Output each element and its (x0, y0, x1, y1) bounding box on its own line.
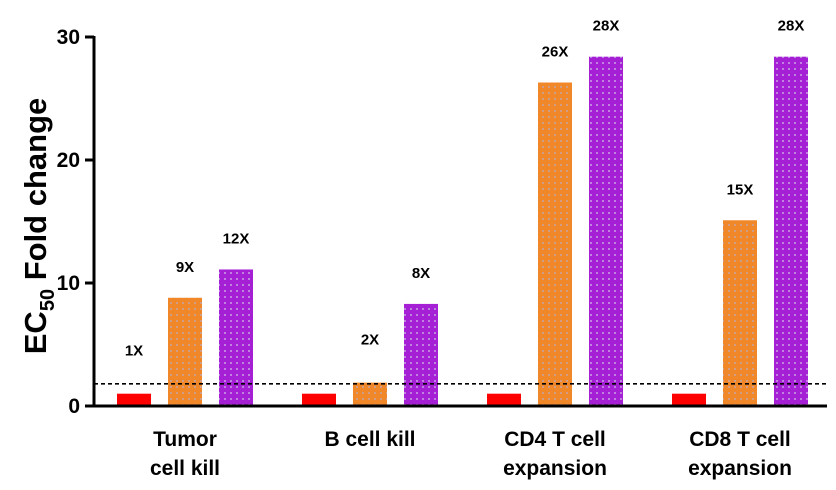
category-label-1: B cell kill (324, 428, 415, 451)
data-label-series-2-2: 26X (542, 44, 569, 61)
bar-series-1-1 (302, 393, 336, 406)
data-label-series-1-0: 1X (125, 343, 143, 360)
bar-series-2-1 (353, 382, 387, 406)
axes (92, 36, 827, 408)
data-label-series-2-0: 9X (176, 259, 194, 276)
y-tick-label: 0 (68, 395, 80, 418)
category-label-line: cell kill (150, 457, 220, 480)
bar-series-1-0 (117, 393, 151, 406)
category-label-0: Tumor cell kill (150, 428, 220, 480)
data-label-series-3-0: 12X (223, 230, 250, 247)
category-label-line: expansion (503, 457, 607, 480)
bar-series-3-3 (774, 56, 808, 407)
category-label-line: expansion (688, 457, 792, 480)
category-labels: Tumor cell kill B cell kill CD4 T cell expan… (150, 428, 792, 480)
category-label-line: B cell kill (324, 428, 415, 451)
y-axis-label: EC50 Fold change (18, 98, 59, 355)
y-axis-label-main: EC (18, 311, 53, 354)
y-axis-label-rest: Fold change (18, 98, 53, 289)
svg-text:EC50 Fold change: EC50 Fold change (18, 98, 59, 355)
bar-series-1-2 (487, 393, 521, 406)
bar-series-1-3 (672, 393, 706, 406)
bar-series-3-2 (589, 56, 623, 407)
y-axis-label-sub: 50 (37, 289, 59, 311)
category-label-line: Tumor (153, 428, 217, 451)
category-label-3: CD8 T cell expansion (688, 428, 792, 480)
bar-series-2-0 (168, 297, 202, 406)
bars (117, 56, 808, 407)
bar-series-2-2 (538, 82, 572, 406)
data-label-series-2-1: 2X (361, 332, 379, 349)
y-tick-label: 20 (57, 149, 80, 172)
y-ticks: 0 10 20 30 (57, 26, 94, 418)
bar-series-3-0 (219, 269, 253, 406)
category-label-2: CD4 T cell expansion (503, 428, 607, 480)
data-label-series-2-3: 15X (727, 181, 754, 198)
data-label-series-3-1: 8X (412, 265, 430, 282)
bar-series-3-1 (404, 303, 438, 406)
data-label-series-3-3: 28X (778, 18, 805, 35)
bar-series-2-3 (723, 220, 757, 406)
data-labels: 1X 9X 2X 26X 15X 12X 8X 28X 28X (125, 18, 805, 360)
category-label-line: CD4 T cell (504, 428, 606, 451)
y-tick-label: 10 (57, 272, 80, 295)
data-label-series-3-2: 28X (593, 18, 620, 35)
y-tick-label: 30 (57, 26, 80, 49)
category-label-line: CD8 T cell (689, 428, 791, 451)
